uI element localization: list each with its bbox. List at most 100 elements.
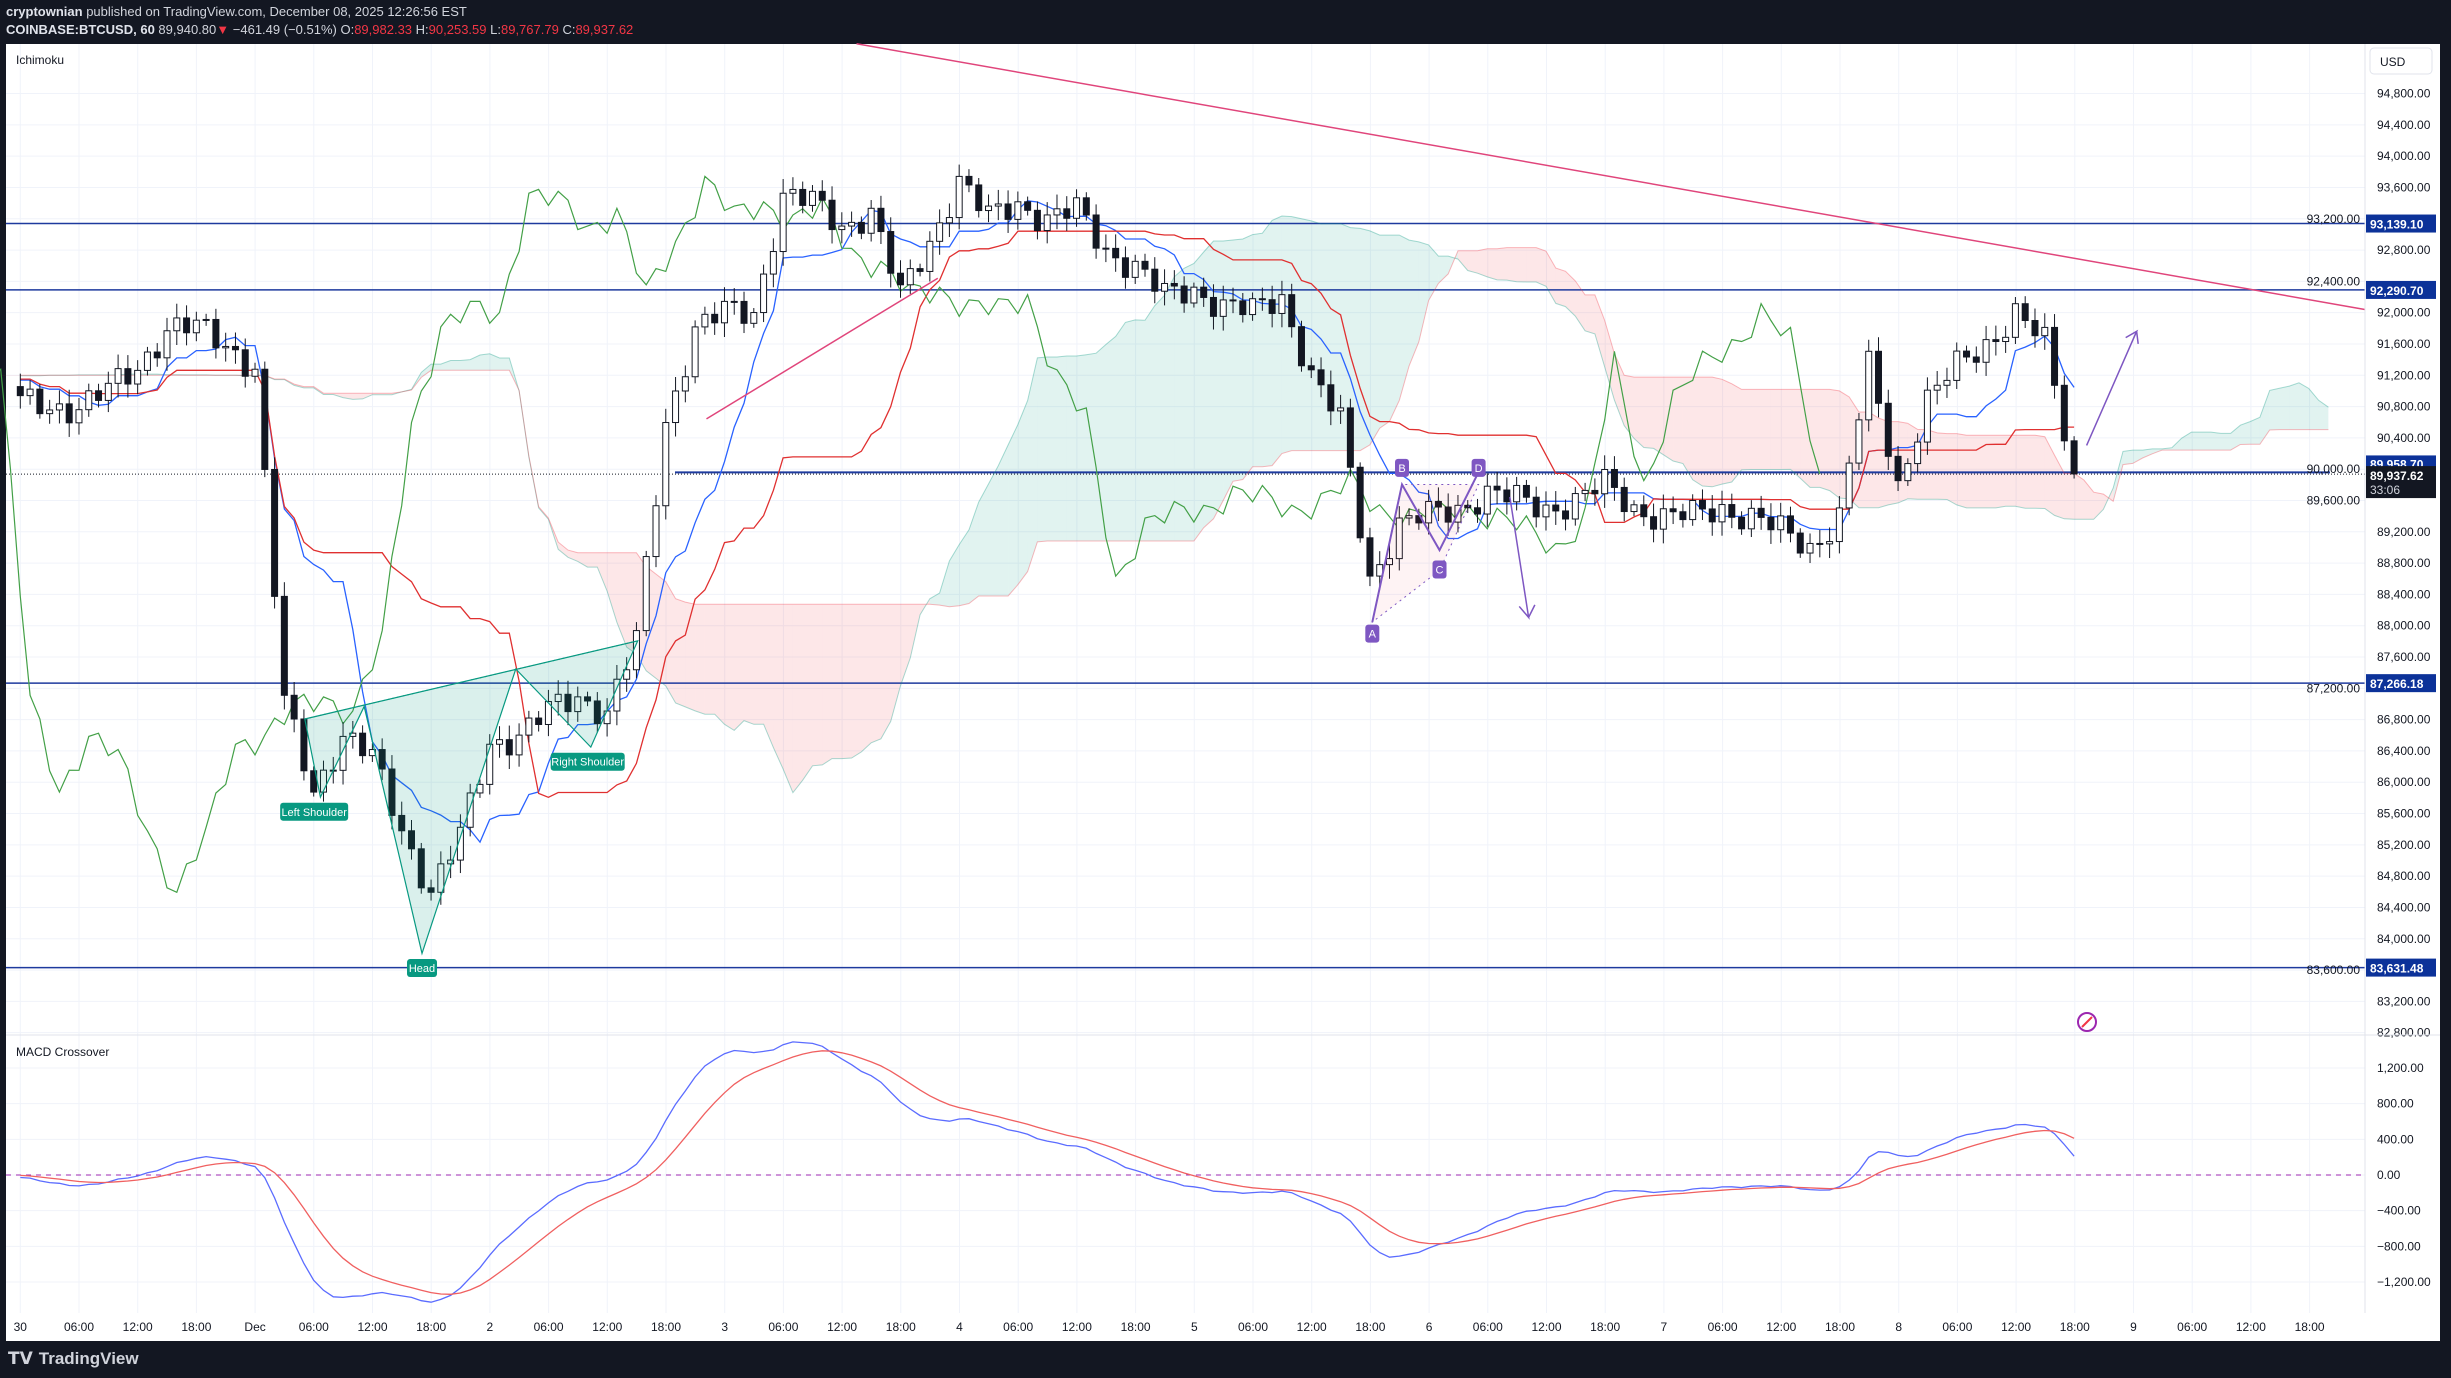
price-tick: 92,800.00 bbox=[2377, 243, 2431, 257]
ichimoku-cloud bbox=[626, 552, 637, 655]
candle bbox=[1102, 247, 1110, 250]
abcd-pattern-area bbox=[1371, 484, 1480, 624]
ichimoku-cloud bbox=[2074, 473, 2084, 520]
candle bbox=[1258, 298, 1266, 301]
candle bbox=[1024, 201, 1032, 211]
candle bbox=[505, 739, 513, 756]
ichimoku-cloud bbox=[1937, 432, 1947, 500]
candle bbox=[173, 317, 181, 332]
candle bbox=[183, 317, 191, 334]
ichimoku-cloud bbox=[1643, 377, 1654, 449]
currency-button[interactable] bbox=[2369, 47, 2433, 75]
candle bbox=[535, 717, 543, 725]
ichimoku-cloud bbox=[401, 389, 412, 392]
ichimoku-cloud bbox=[1047, 356, 1057, 541]
point-a: A bbox=[1369, 629, 1377, 641]
ichimoku-label[interactable]: Ichimoku bbox=[16, 53, 64, 67]
ichimoku-cloud bbox=[1066, 355, 1077, 541]
price-tick: 88,000.00 bbox=[2377, 619, 2431, 633]
price-badge-label: 87,266.18 bbox=[2370, 677, 2424, 691]
chart-panel[interactable] bbox=[6, 44, 2440, 1341]
ichimoku-cloud bbox=[284, 379, 295, 386]
ichimoku-cloud bbox=[871, 604, 881, 743]
candle bbox=[838, 225, 846, 231]
ichimoku-cloud bbox=[157, 374, 167, 376]
candle bbox=[1914, 441, 1922, 465]
ichimoku-cloud bbox=[959, 529, 969, 606]
time-tick: 6 bbox=[1426, 1320, 1433, 1334]
ichimoku-cloud bbox=[900, 604, 911, 686]
current-price-label: 89,937.62 bbox=[2370, 469, 2424, 483]
candle bbox=[496, 739, 504, 745]
ichimoku-cloud bbox=[1467, 250, 1478, 274]
tv-logo-icon: 𝗧𝗩 bbox=[8, 1349, 33, 1368]
ichimoku-cloud bbox=[822, 604, 833, 765]
candle bbox=[1855, 419, 1863, 464]
neckline bbox=[304, 640, 638, 720]
ichimoku-cloud bbox=[910, 604, 921, 658]
macd-tick: 1,200.00 bbox=[2377, 1061, 2424, 1075]
macd-label[interactable]: MACD Crossover bbox=[16, 1045, 109, 1059]
candle bbox=[1229, 299, 1237, 302]
candle bbox=[1337, 407, 1345, 412]
author[interactable]: cryptownian bbox=[6, 4, 83, 19]
candle bbox=[1278, 294, 1286, 314]
macd-tick: 0.00 bbox=[2377, 1168, 2401, 1182]
candle bbox=[2011, 303, 2019, 338]
candle bbox=[1552, 504, 1560, 512]
candle bbox=[1581, 489, 1589, 495]
candle bbox=[1209, 296, 1217, 317]
candle bbox=[476, 783, 484, 794]
open-value: 89,982.33 bbox=[354, 22, 413, 37]
candle bbox=[466, 792, 474, 828]
replay-icon[interactable] bbox=[2077, 1012, 2097, 1032]
ichimoku-cloud bbox=[1819, 389, 1830, 491]
time-tick: 2 bbox=[487, 1320, 494, 1334]
candle bbox=[1386, 558, 1393, 566]
ichimoku-cloud bbox=[1203, 240, 1214, 528]
ichimoku-cloud bbox=[792, 604, 803, 793]
candle bbox=[1894, 455, 1902, 482]
time-tick: 06:00 bbox=[1473, 1320, 1503, 1334]
time-tick: 18:00 bbox=[1825, 1320, 1855, 1334]
current-price-badge bbox=[2366, 466, 2436, 499]
ichimoku-cloud bbox=[1956, 433, 1967, 508]
ichimoku-cloud bbox=[2093, 492, 2104, 520]
tradingview-logo[interactable]: 𝗧𝗩 TradingView bbox=[8, 1349, 139, 1369]
ichimoku-cloud bbox=[1634, 377, 1644, 448]
ichimoku-cloud bbox=[352, 393, 363, 400]
candle bbox=[897, 272, 904, 286]
candle bbox=[623, 669, 631, 680]
ichimoku-cloud bbox=[1829, 389, 1840, 498]
candle bbox=[398, 814, 406, 832]
ichimoku-cloud bbox=[1213, 240, 1224, 519]
ichimoku-cloud bbox=[1418, 241, 1429, 343]
ichimoku-cloud bbox=[411, 372, 422, 391]
candle bbox=[760, 273, 768, 314]
candle bbox=[36, 388, 44, 415]
time-tick: 12:00 bbox=[827, 1320, 857, 1334]
ichimoku-cloud bbox=[1438, 256, 1449, 284]
candle bbox=[231, 345, 239, 351]
time-tick: 18:00 bbox=[2060, 1320, 2090, 1334]
ichimoku-cloud bbox=[1233, 239, 1243, 482]
low-label: L: bbox=[490, 22, 501, 37]
ichimoku-cloud bbox=[2230, 425, 2241, 451]
candle bbox=[1816, 542, 1824, 545]
ichimoku-cloud bbox=[1477, 248, 1488, 277]
candle bbox=[241, 349, 249, 377]
time-tick: 18:00 bbox=[886, 1320, 916, 1334]
candle bbox=[1806, 542, 1814, 554]
ichimoku-cloud bbox=[1497, 247, 1507, 281]
trendline-ascending bbox=[706, 277, 939, 420]
time-tick: 18:00 bbox=[1355, 1320, 1385, 1334]
candle bbox=[1327, 384, 1335, 412]
time-tick: 12:00 bbox=[1531, 1320, 1561, 1334]
candle bbox=[163, 330, 171, 359]
price-tick: 85,600.00 bbox=[2377, 807, 2431, 821]
ichimoku-cloud bbox=[1722, 379, 1732, 485]
candle bbox=[280, 595, 288, 696]
ichimoku-cloud bbox=[509, 357, 520, 391]
candle bbox=[261, 368, 269, 470]
